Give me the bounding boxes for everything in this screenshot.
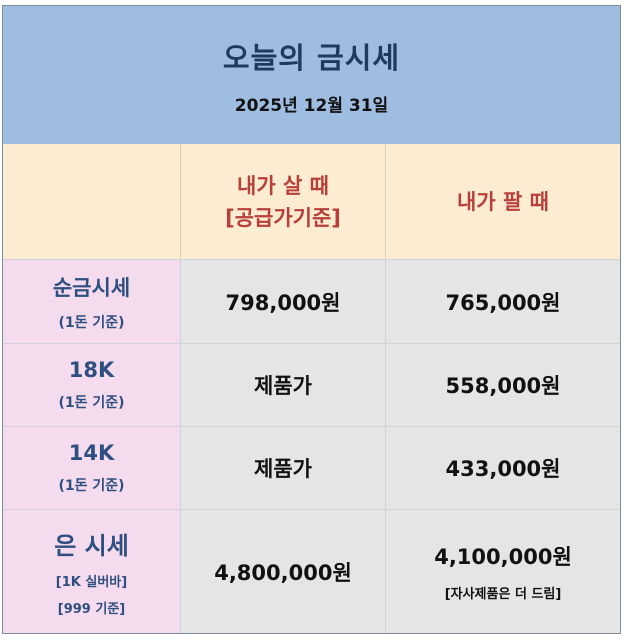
row-label: 14K (68, 441, 115, 465)
buy-price: 제품가 (254, 374, 312, 398)
buy-price: 4,800,000원 (214, 560, 352, 585)
row-label-14k: 14K (1돈 기준) (3, 426, 180, 509)
row-sublabel: [1K 실버바] (55, 575, 128, 590)
row-label-pure-gold: 순금시세 (1돈 기준) (3, 259, 180, 343)
sell-price: 433,000원 (445, 457, 561, 481)
sell-price: 4,100,000원 (434, 545, 572, 569)
buy-price-cell: 4,800,000원 (180, 509, 385, 633)
column-header-sell: 내가 팔 때 (385, 144, 620, 259)
page-title: 오늘의 금시세 (222, 40, 401, 75)
row-label: 은 시세 (54, 532, 129, 560)
sell-price-cell: 433,000원 (385, 426, 620, 509)
buy-header-basis: [공급가기준] (225, 205, 341, 230)
sell-price-cell: 4,100,000원 [자사제품은 더 드림] (385, 509, 620, 633)
buy-price-cell: 798,000원 (180, 259, 385, 343)
buy-price: 798,000원 (225, 290, 341, 315)
row-label: 18K (68, 358, 115, 382)
sell-price: 558,000원 (445, 374, 561, 398)
column-header-empty (3, 144, 180, 259)
row-sublabel-2: [999 기준] (57, 602, 126, 617)
row-sublabel: (1돈 기준) (58, 314, 125, 331)
sell-price-cell: 558,000원 (385, 343, 620, 426)
buy-header-text: 내가 살 때 (237, 173, 329, 198)
sell-price: 765,000원 (445, 290, 561, 315)
buy-price-cell: 제품가 (180, 426, 385, 509)
buy-price-cell: 제품가 (180, 343, 385, 426)
sell-header-text: 내가 팔 때 (457, 189, 549, 214)
row-label-18k: 18K (1돈 기준) (3, 343, 180, 426)
row-sublabel: (1돈 기준) (58, 395, 125, 411)
table-header: 오늘의 금시세 2025년 12월 31일 (3, 6, 620, 144)
column-header-buy: 내가 살 때 [공급가기준] (180, 144, 385, 259)
row-sublabel: (1돈 기준) (58, 478, 125, 494)
buy-price: 제품가 (254, 457, 312, 481)
date-label: 2025년 12월 31일 (234, 95, 389, 116)
row-label: 순금시세 (52, 275, 131, 300)
sell-price-cell: 765,000원 (385, 259, 620, 343)
row-label-silver: 은 시세 [1K 실버바] [999 기준] (3, 509, 180, 633)
sell-note: [자사제품은 더 드림] (444, 587, 562, 602)
gold-price-table: 오늘의 금시세 2025년 12월 31일 내가 살 때 [공급가기준] 내가 … (2, 5, 621, 634)
